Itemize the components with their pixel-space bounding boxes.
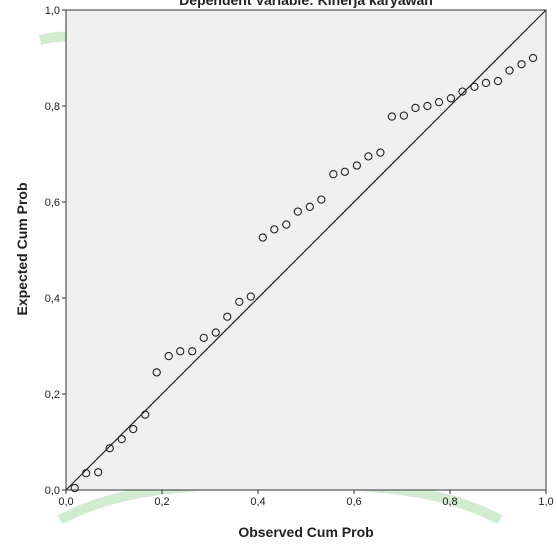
data-point	[458, 87, 467, 96]
data-point	[235, 297, 244, 306]
x-tick-label: 0,2	[154, 496, 169, 508]
y-tick-label: 1,0	[45, 5, 60, 17]
data-point	[246, 292, 255, 301]
data-point	[481, 78, 491, 88]
data-point	[493, 76, 503, 86]
data-point	[329, 170, 338, 179]
y-tick-label: 0,0	[45, 485, 60, 497]
data-point	[176, 347, 185, 356]
data-point	[141, 410, 150, 419]
x-tick-label: 0,0	[58, 496, 73, 508]
data-point	[82, 469, 91, 478]
y-tick-label: 0,6	[45, 197, 60, 209]
data-point	[305, 202, 314, 211]
x-axis-label: Observed Cum Prob	[238, 524, 374, 540]
data-point	[270, 225, 279, 234]
data-point	[152, 368, 161, 377]
data-point	[399, 111, 409, 120]
x-tick-label: 0,6	[346, 496, 361, 508]
data-point	[188, 347, 197, 356]
data-point	[223, 312, 232, 321]
chart-title: Dependent Variable: Kinerja karyawan	[179, 0, 433, 8]
data-point	[293, 207, 302, 216]
data-point	[352, 161, 362, 170]
y-tick-label: 0,2	[45, 389, 60, 401]
data-point	[70, 483, 79, 493]
x-tick-label: 0,8	[442, 496, 457, 508]
data-points	[70, 53, 538, 493]
data-point	[340, 167, 350, 176]
x-tick-label: 0,4	[250, 496, 265, 508]
data-point	[364, 152, 373, 161]
data-point	[376, 148, 385, 157]
y-tick-label: 0,4	[45, 293, 60, 305]
axis-ticks: 0,00,0 0,2 0,2 0,4 0,4 0,6 0,6 0,8 0,8 1,0 1,0	[45, 5, 554, 508]
data-point	[117, 434, 126, 444]
data-point	[164, 351, 173, 361]
data-point	[517, 60, 526, 69]
y-tick-label: 0,8	[45, 101, 60, 113]
data-point	[258, 233, 267, 242]
data-point	[387, 112, 397, 121]
data-point	[199, 333, 208, 342]
data-point	[446, 94, 456, 103]
data-point	[211, 328, 220, 337]
data-point	[411, 103, 420, 113]
data-point	[505, 66, 514, 75]
data-point	[317, 195, 326, 204]
data-point	[282, 220, 291, 229]
data-point	[129, 424, 138, 434]
data-point	[528, 53, 538, 63]
data-point	[434, 98, 444, 107]
data-point	[423, 101, 432, 111]
data-point	[94, 468, 103, 477]
data-point	[105, 444, 114, 453]
x-tick-label: 1,0	[538, 496, 553, 508]
data-point	[470, 82, 479, 91]
